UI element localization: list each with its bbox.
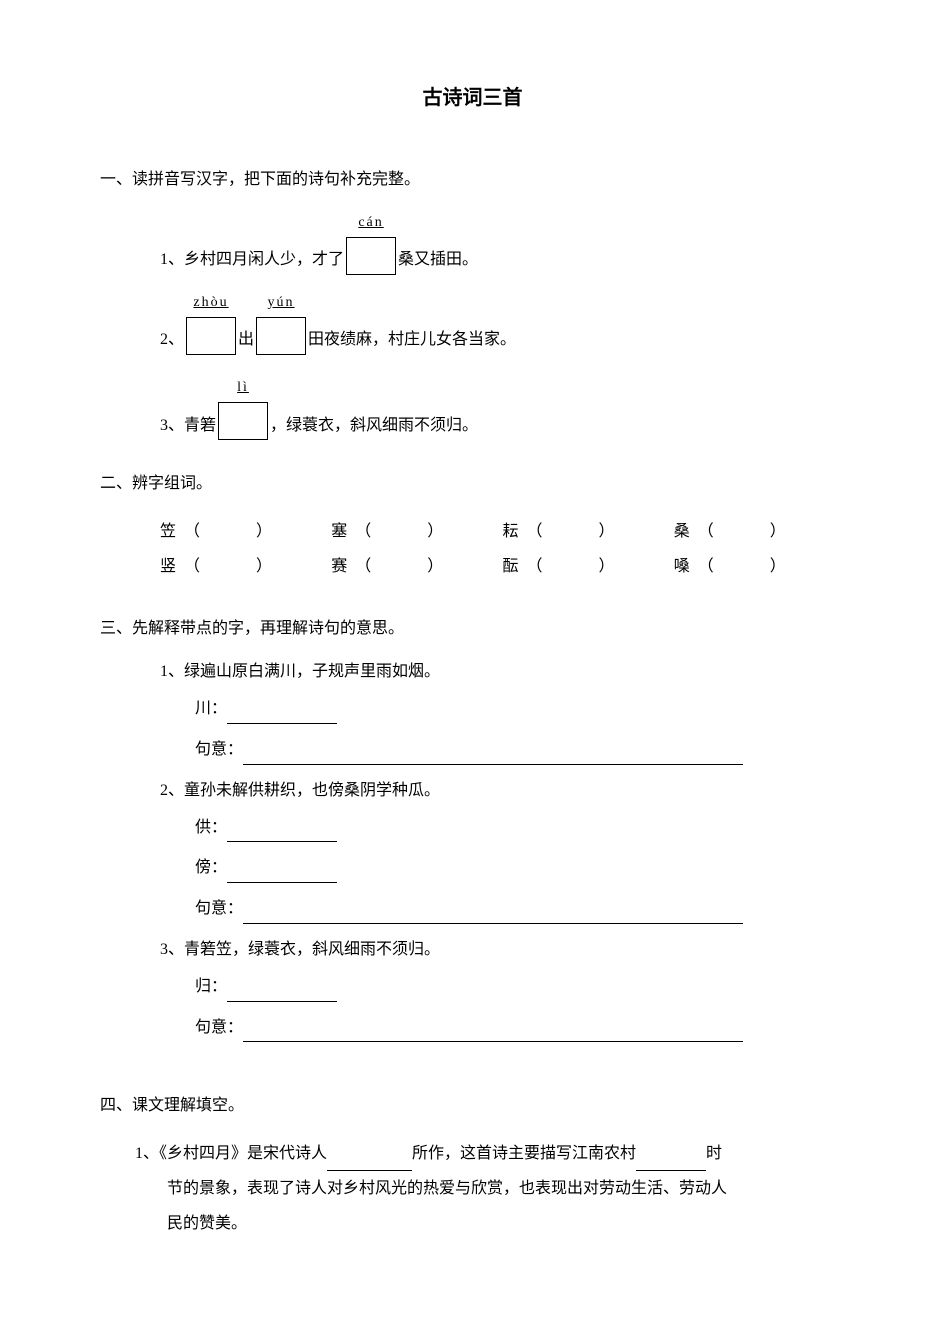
section-one-item-3: 3、 青箬 lì ，绿蓑衣，斜风细雨不须归。 bbox=[160, 375, 845, 440]
char-label: 傍： bbox=[195, 859, 227, 876]
section-one-header: 一、读拼音写汉字，把下面的诗句补充完整。 bbox=[100, 166, 845, 195]
fill-text: 节的景象，表现了诗人对乡村风光的热爱与欣赏，也表现出对劳动生活、劳动人 bbox=[167, 1180, 727, 1197]
char-row: 竖 （ ） 赛 （ ） 酝 （ ） 嗓 （ ） bbox=[160, 549, 845, 584]
char-text: 笠 bbox=[160, 514, 176, 549]
char-grid: 笠 （ ） 塞 （ ） 耘 （ ） 桑 （ ） 竖 （ ） bbox=[160, 514, 845, 584]
fill-text: 时 bbox=[706, 1145, 722, 1162]
char-text: 嗓 bbox=[674, 549, 690, 584]
section-three: 三、先解释带点的字，再理解诗句的意思。 1、绿遍山原白满川，子规声里雨如烟。 川… bbox=[100, 615, 845, 1043]
char-text: 桑 bbox=[674, 514, 690, 549]
char-explain-line: 傍： bbox=[195, 854, 845, 883]
paren-blank[interactable]: （ ） bbox=[355, 549, 445, 584]
blank-short[interactable] bbox=[227, 704, 337, 724]
char-cell: 笠 （ ） bbox=[160, 514, 331, 549]
blank-inline[interactable] bbox=[327, 1151, 412, 1171]
item-number: 3、 bbox=[160, 412, 184, 441]
char-label: 供： bbox=[195, 819, 227, 836]
item-number: 2、 bbox=[160, 326, 184, 355]
section-three-item-3: 3、青箬笠，绿蓑衣，斜风细雨不须归。 bbox=[160, 936, 845, 965]
section-three-item-1: 1、绿遍山原白满川，子规声里雨如烟。 bbox=[160, 658, 845, 687]
pinyin-box: yún bbox=[256, 290, 306, 355]
paren-blank[interactable]: （ ） bbox=[184, 549, 274, 584]
char-text: 竖 bbox=[160, 549, 176, 584]
pinyin-text: zhòu bbox=[193, 290, 228, 315]
blank-short[interactable] bbox=[227, 863, 337, 883]
blank-short[interactable] bbox=[227, 982, 337, 1002]
item-number: 3、 bbox=[160, 941, 184, 958]
char-cell: 酝 （ ） bbox=[503, 549, 674, 584]
blank-short[interactable] bbox=[227, 822, 337, 842]
item-number: 2、 bbox=[160, 782, 184, 799]
item-prefix: 青箬 bbox=[184, 412, 216, 441]
char-label: 川： bbox=[195, 700, 227, 717]
answer-box[interactable] bbox=[346, 237, 396, 275]
char-cell: 嗓 （ ） bbox=[674, 549, 845, 584]
char-cell: 赛 （ ） bbox=[331, 549, 502, 584]
char-explain-line: 供： bbox=[195, 814, 845, 843]
answer-box[interactable] bbox=[256, 317, 306, 355]
pinyin-text: yún bbox=[268, 290, 295, 315]
section-four: 四、课文理解填空。 1、《乡村四月》是宋代诗人 所作，这首诗主要描写江南农村 时 节… bbox=[100, 1092, 845, 1241]
fill-paragraph: 1、《乡村四月》是宋代诗人 所作，这首诗主要描写江南农村 时 节的景象，表现了诗人对… bbox=[135, 1136, 845, 1242]
char-cell: 塞 （ ） bbox=[331, 514, 502, 549]
meaning-label: 句意： bbox=[195, 900, 243, 917]
paren-blank[interactable]: （ ） bbox=[698, 514, 788, 549]
section-three-item-2: 2、童孙未解供耕织，也傍桑阴学种瓜。 bbox=[160, 777, 845, 806]
item-suffix: 桑又插田。 bbox=[398, 246, 478, 275]
section-one-item-2: 2、 zhòu 出 yún 田夜绩麻，村庄儿女各当家。 bbox=[160, 290, 845, 355]
section-one: 一、读拼音写汉字，把下面的诗句补充完整。 1、 乡村四月闲人少，才了 cán 桑… bbox=[100, 166, 845, 440]
char-cell: 竖 （ ） bbox=[160, 549, 331, 584]
char-text: 赛 bbox=[331, 549, 347, 584]
pinyin-text: cán bbox=[358, 210, 383, 235]
paren-blank[interactable]: （ ） bbox=[527, 514, 617, 549]
answer-box[interactable] bbox=[186, 317, 236, 355]
section-three-header: 三、先解释带点的字，再理解诗句的意思。 bbox=[100, 615, 845, 644]
blank-long[interactable] bbox=[243, 745, 743, 765]
fill-text: 民的赞美。 bbox=[167, 1215, 247, 1232]
item-number: 1、 bbox=[135, 1145, 159, 1162]
section-four-header: 四、课文理解填空。 bbox=[100, 1092, 845, 1121]
pinyin-box: cán bbox=[346, 210, 396, 275]
meaning-label: 句意： bbox=[195, 741, 243, 758]
char-cell: 耘 （ ） bbox=[503, 514, 674, 549]
char-text: 耘 bbox=[503, 514, 519, 549]
char-text: 塞 bbox=[331, 514, 347, 549]
item-sentence: 青箬笠，绿蓑衣，斜风细雨不须归。 bbox=[184, 941, 440, 958]
char-row: 笠 （ ） 塞 （ ） 耘 （ ） 桑 （ ） bbox=[160, 514, 845, 549]
item-suffix: ，绿蓑衣，斜风细雨不须归。 bbox=[270, 412, 478, 441]
blank-long[interactable] bbox=[243, 1022, 743, 1042]
pinyin-box: zhòu bbox=[186, 290, 236, 355]
meaning-line: 句意： bbox=[195, 736, 845, 765]
page-title: 古诗词三首 bbox=[100, 80, 845, 116]
paren-blank[interactable]: （ ） bbox=[527, 549, 617, 584]
meaning-line: 句意： bbox=[195, 1014, 845, 1043]
blank-long[interactable] bbox=[243, 904, 743, 924]
fill-text: 所作，这首诗主要描写江南农村 bbox=[412, 1145, 636, 1162]
item-prefix: 乡村四月闲人少，才了 bbox=[184, 246, 344, 275]
section-one-item-1: 1、 乡村四月闲人少，才了 cán 桑又插田。 bbox=[160, 210, 845, 275]
paren-blank[interactable]: （ ） bbox=[698, 549, 788, 584]
item-sentence: 童孙未解供耕织，也傍桑阴学种瓜。 bbox=[184, 782, 440, 799]
answer-box[interactable] bbox=[218, 402, 268, 440]
char-explain-line: 归： bbox=[195, 973, 845, 1002]
pinyin-text: lì bbox=[237, 375, 249, 400]
paren-blank[interactable]: （ ） bbox=[184, 514, 274, 549]
fill-text: 《乡村四月》是宋代诗人 bbox=[159, 1145, 327, 1162]
item-number: 1、 bbox=[160, 663, 184, 680]
item-sentence: 绿遍山原白满川，子规声里雨如烟。 bbox=[184, 663, 440, 680]
item-mid: 出 bbox=[238, 326, 254, 355]
item-suffix: 田夜绩麻，村庄儿女各当家。 bbox=[308, 326, 516, 355]
meaning-line: 句意： bbox=[195, 895, 845, 924]
pinyin-box: lì bbox=[218, 375, 268, 440]
blank-inline[interactable] bbox=[636, 1151, 706, 1171]
section-two: 二、辨字组词。 笠 （ ） 塞 （ ） 耘 （ ） 桑 （ ） 竖 bbox=[100, 470, 845, 584]
item-number: 1、 bbox=[160, 246, 184, 275]
char-label: 归： bbox=[195, 978, 227, 995]
section-two-header: 二、辨字组词。 bbox=[100, 470, 845, 499]
paren-blank[interactable]: （ ） bbox=[355, 514, 445, 549]
char-text: 酝 bbox=[503, 549, 519, 584]
char-cell: 桑 （ ） bbox=[674, 514, 845, 549]
meaning-label: 句意： bbox=[195, 1019, 243, 1036]
char-explain-line: 川： bbox=[195, 695, 845, 724]
